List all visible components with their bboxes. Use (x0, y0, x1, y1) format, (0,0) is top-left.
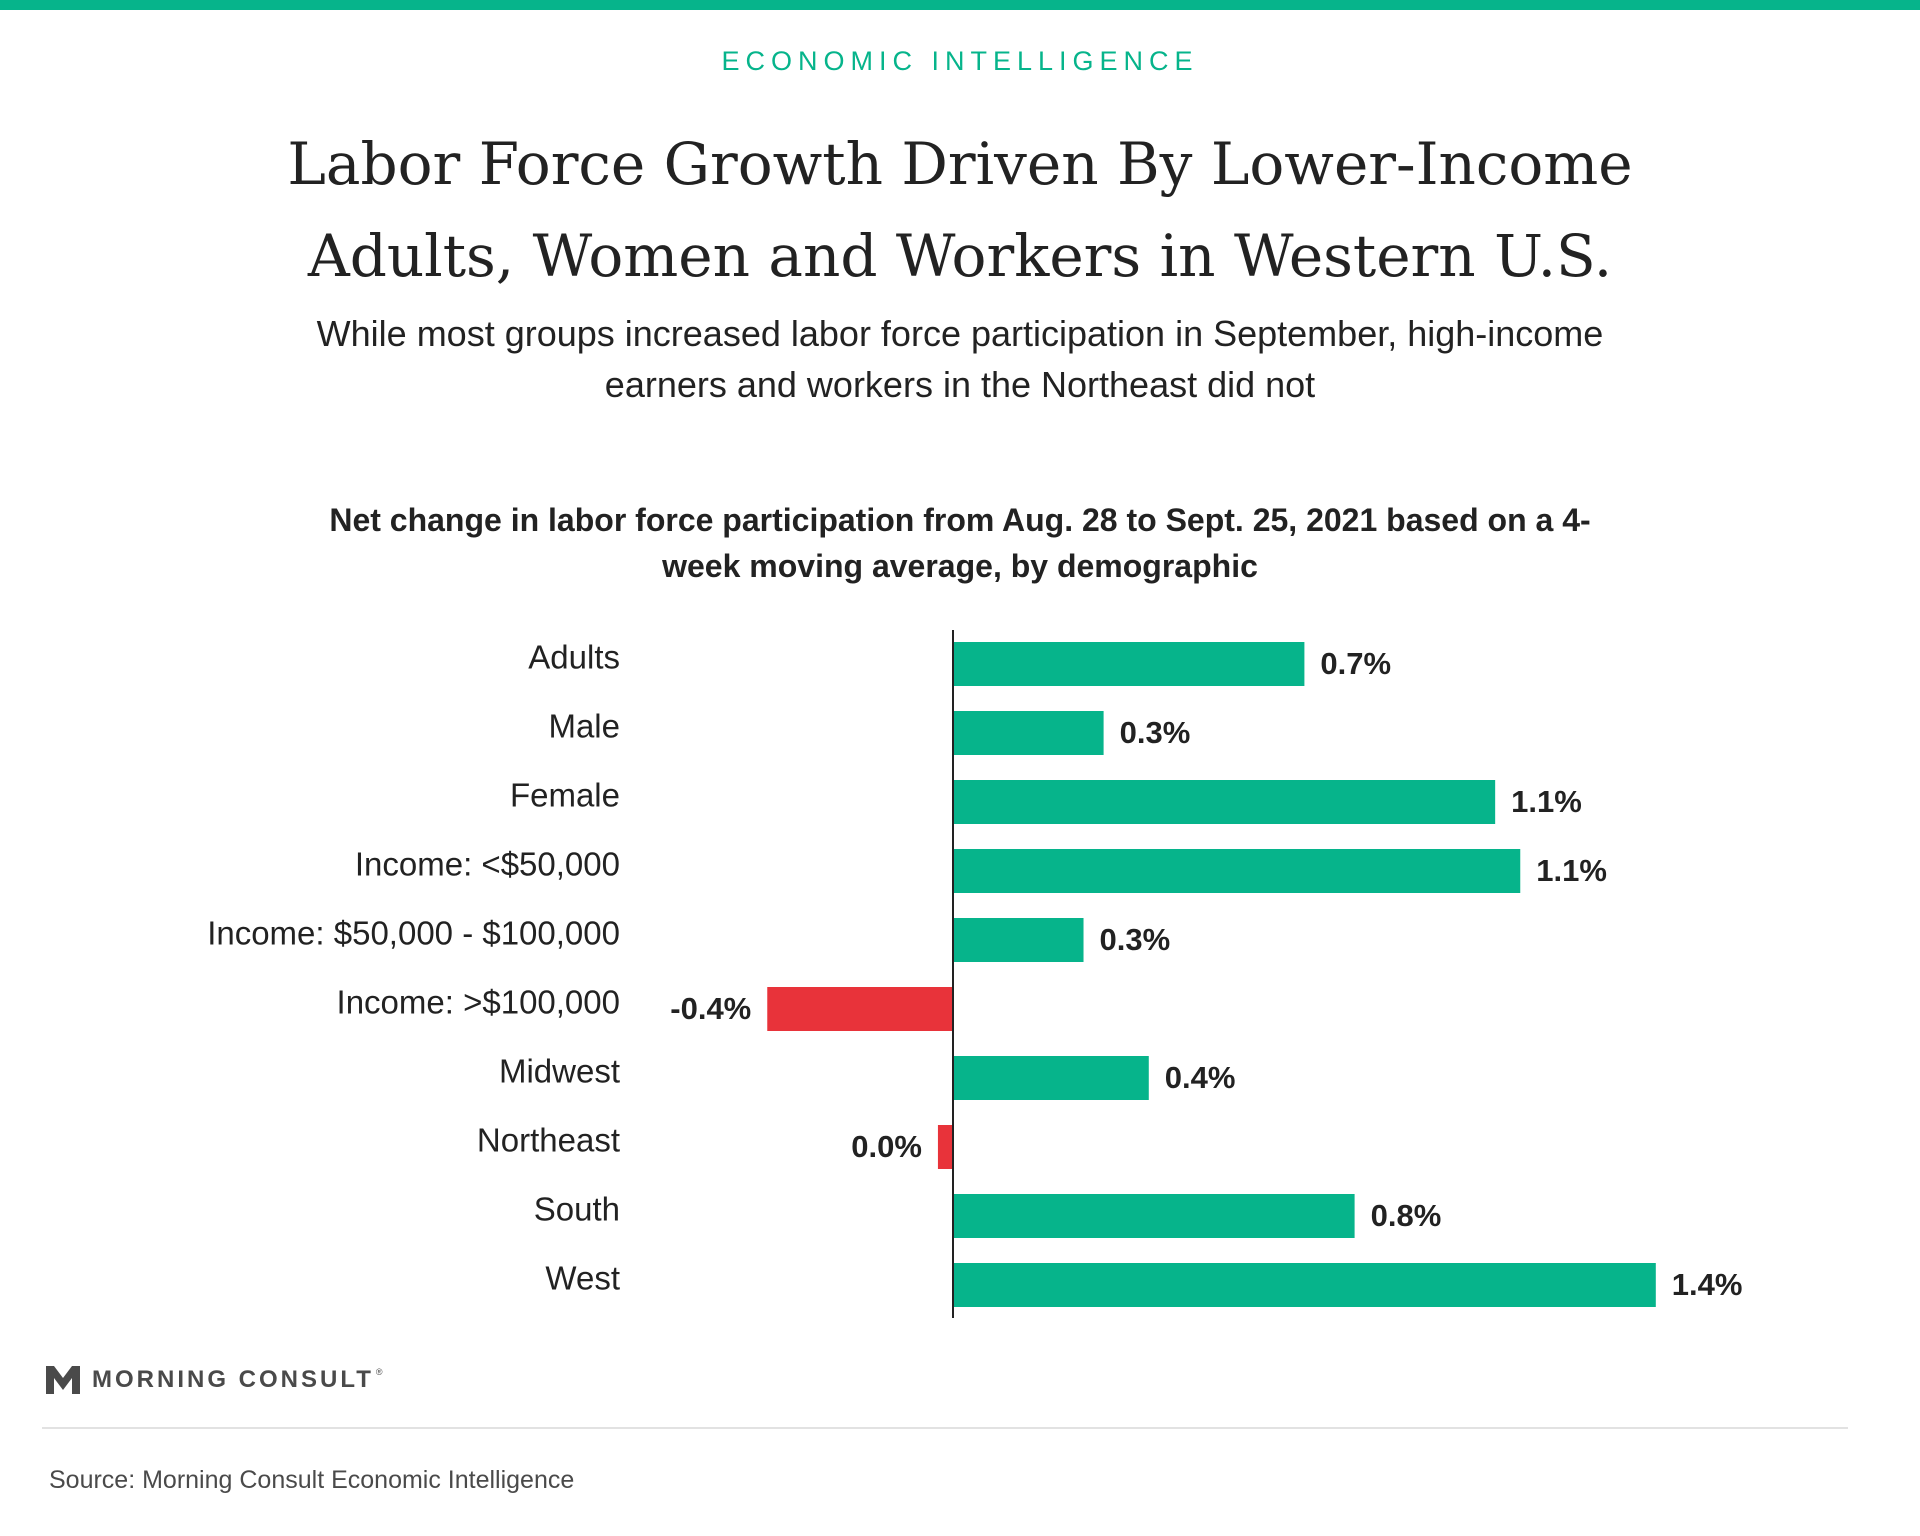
page-subtitle: While most groups increased labor force … (160, 308, 1760, 410)
footer-divider (42, 1427, 1848, 1429)
chart-title-line-2: week moving average, by demographic (662, 548, 1258, 584)
category-label-5: Income: >$100,000 (337, 984, 620, 1021)
category-label-1: Male (548, 708, 620, 745)
bar-8 (953, 1194, 1355, 1238)
morning-consult-logo-icon (46, 1366, 80, 1394)
bar-5 (767, 987, 953, 1031)
chart-title-line-1: Net change in labor force participation … (329, 502, 1591, 538)
value-label-2: 1.1% (1511, 784, 1582, 819)
category-label-2: Female (510, 777, 620, 814)
value-label-4: 0.3% (1100, 922, 1171, 957)
subtitle-line-2: earners and workers in the Northeast did… (604, 364, 1316, 405)
value-label-7: 0.0% (851, 1129, 922, 1164)
bar-chart: Adults 0.7% Male 0.3% Female 1.1% Income: <$50… (207, 630, 1742, 1318)
bar-6 (953, 1056, 1149, 1100)
subtitle-line-1: While most groups increased labor force … (316, 313, 1604, 354)
bar-7 (937, 1125, 953, 1169)
category-label-9: West (545, 1260, 620, 1297)
category-label-4: Income: $50,000 - $100,000 (207, 915, 620, 952)
bar-4 (953, 918, 1084, 962)
source-note: Source: Morning Consult Economic Intelli… (49, 1466, 575, 1494)
top-accent-bar (0, 0, 1920, 10)
category-label-6: Midwest (499, 1053, 620, 1090)
value-label-6: 0.4% (1165, 1060, 1236, 1095)
bar-2 (953, 780, 1496, 824)
logo-text: MORNING CONSULT (92, 1366, 374, 1393)
value-label-9: 1.4% (1672, 1267, 1743, 1302)
bars-layer: Adults 0.7% Male 0.3% Female 1.1% Income: <$50… (207, 639, 1742, 1307)
logo-trademark: ® (375, 1367, 383, 1377)
bar-0 (953, 642, 1305, 686)
value-label-8: 0.8% (1371, 1198, 1442, 1233)
category-label-3: Income: <$50,000 (355, 846, 620, 883)
bar-1 (953, 711, 1104, 755)
category-label-8: South (534, 1191, 620, 1228)
value-label-3: 1.1% (1536, 853, 1607, 888)
title-line-2: Adults, Women and Workers in Western U.S… (307, 222, 1613, 290)
title-line-1: Labor Force Growth Driven By Lower-Incom… (287, 130, 1633, 198)
morning-consult-logo: MORNING CONSULT ® (46, 1362, 383, 1398)
bar-9 (953, 1263, 1656, 1307)
kicker: ECONOMIC INTELLIGENCE (721, 46, 1199, 76)
bar-3 (953, 849, 1521, 893)
category-label-0: Adults (528, 639, 620, 676)
page-title: Labor Force Growth Driven By Lower-Incom… (160, 118, 1760, 302)
value-label-0: 0.7% (1320, 646, 1391, 681)
category-label-7: Northeast (477, 1122, 620, 1159)
value-label-5: -0.4% (670, 991, 751, 1026)
value-label-1: 0.3% (1120, 715, 1191, 750)
chart-title: Net change in labor force participation … (200, 497, 1720, 589)
